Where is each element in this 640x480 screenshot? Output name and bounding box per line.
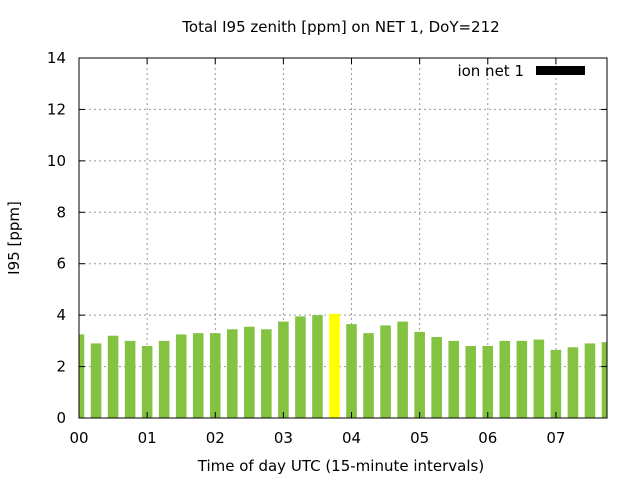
bar xyxy=(175,334,187,418)
bar xyxy=(499,340,511,418)
x-axis-label: Time of day UTC (15-minute intervals) xyxy=(197,457,484,475)
bar xyxy=(158,340,170,418)
x-tick-label: 03 xyxy=(274,429,293,447)
bar xyxy=(431,337,442,418)
bar xyxy=(363,333,374,418)
bar xyxy=(397,321,408,418)
bar xyxy=(329,313,340,418)
y-tick-label: 0 xyxy=(56,409,66,427)
y-axis-label: I95 [ppm] xyxy=(5,201,23,275)
bar xyxy=(516,340,528,418)
bar xyxy=(244,326,255,418)
bar xyxy=(567,347,579,418)
bar xyxy=(312,315,323,418)
grid-lines xyxy=(79,58,607,418)
bar xyxy=(448,340,459,418)
bar xyxy=(79,334,85,418)
bar xyxy=(124,340,136,418)
bar xyxy=(482,346,494,418)
plot-frame xyxy=(78,57,608,419)
x-tick-label: 02 xyxy=(206,429,225,447)
x-tick-label: 00 xyxy=(69,429,88,447)
bar xyxy=(227,329,238,418)
y-tick-label: 12 xyxy=(47,100,66,118)
y-tick-label: 14 xyxy=(47,49,66,67)
bar xyxy=(346,324,357,418)
bars xyxy=(79,313,607,418)
x-tick-label: 06 xyxy=(478,429,497,447)
y-tick-label: 2 xyxy=(56,358,66,376)
bar xyxy=(90,343,102,418)
x-tick-label: 07 xyxy=(546,429,565,447)
bar xyxy=(584,343,596,418)
x-tick-label: 01 xyxy=(138,429,157,447)
y-tick-label: 4 xyxy=(56,306,66,324)
legend-label: ion net 1 xyxy=(457,62,524,80)
bar xyxy=(380,325,391,418)
bar xyxy=(533,339,545,418)
bar xyxy=(278,321,289,418)
x-tick-label: 05 xyxy=(410,429,429,447)
legend-swatch xyxy=(536,66,585,75)
bar xyxy=(261,329,272,418)
bar xyxy=(465,346,477,418)
chart-title: Total I95 zenith [ppm] on NET 1, DoY=212 xyxy=(181,18,499,36)
bar xyxy=(414,331,425,418)
y-axis-ticks: 0 2 4 6 8 10 12 14 xyxy=(47,49,607,427)
y-tick-label: 8 xyxy=(56,203,66,221)
bar xyxy=(550,349,562,418)
y-tick-label: 6 xyxy=(56,255,66,273)
bar xyxy=(209,333,221,418)
bar xyxy=(295,316,306,418)
bar xyxy=(107,335,119,418)
bar xyxy=(192,333,204,418)
x-axis-ticks: 00 01 02 03 04 05 06 07 xyxy=(69,58,565,447)
bar xyxy=(141,346,153,418)
bar xyxy=(601,342,607,418)
y-tick-label: 10 xyxy=(47,152,66,170)
legend: ion net 1 xyxy=(457,62,585,80)
x-tick-label: 04 xyxy=(342,429,361,447)
